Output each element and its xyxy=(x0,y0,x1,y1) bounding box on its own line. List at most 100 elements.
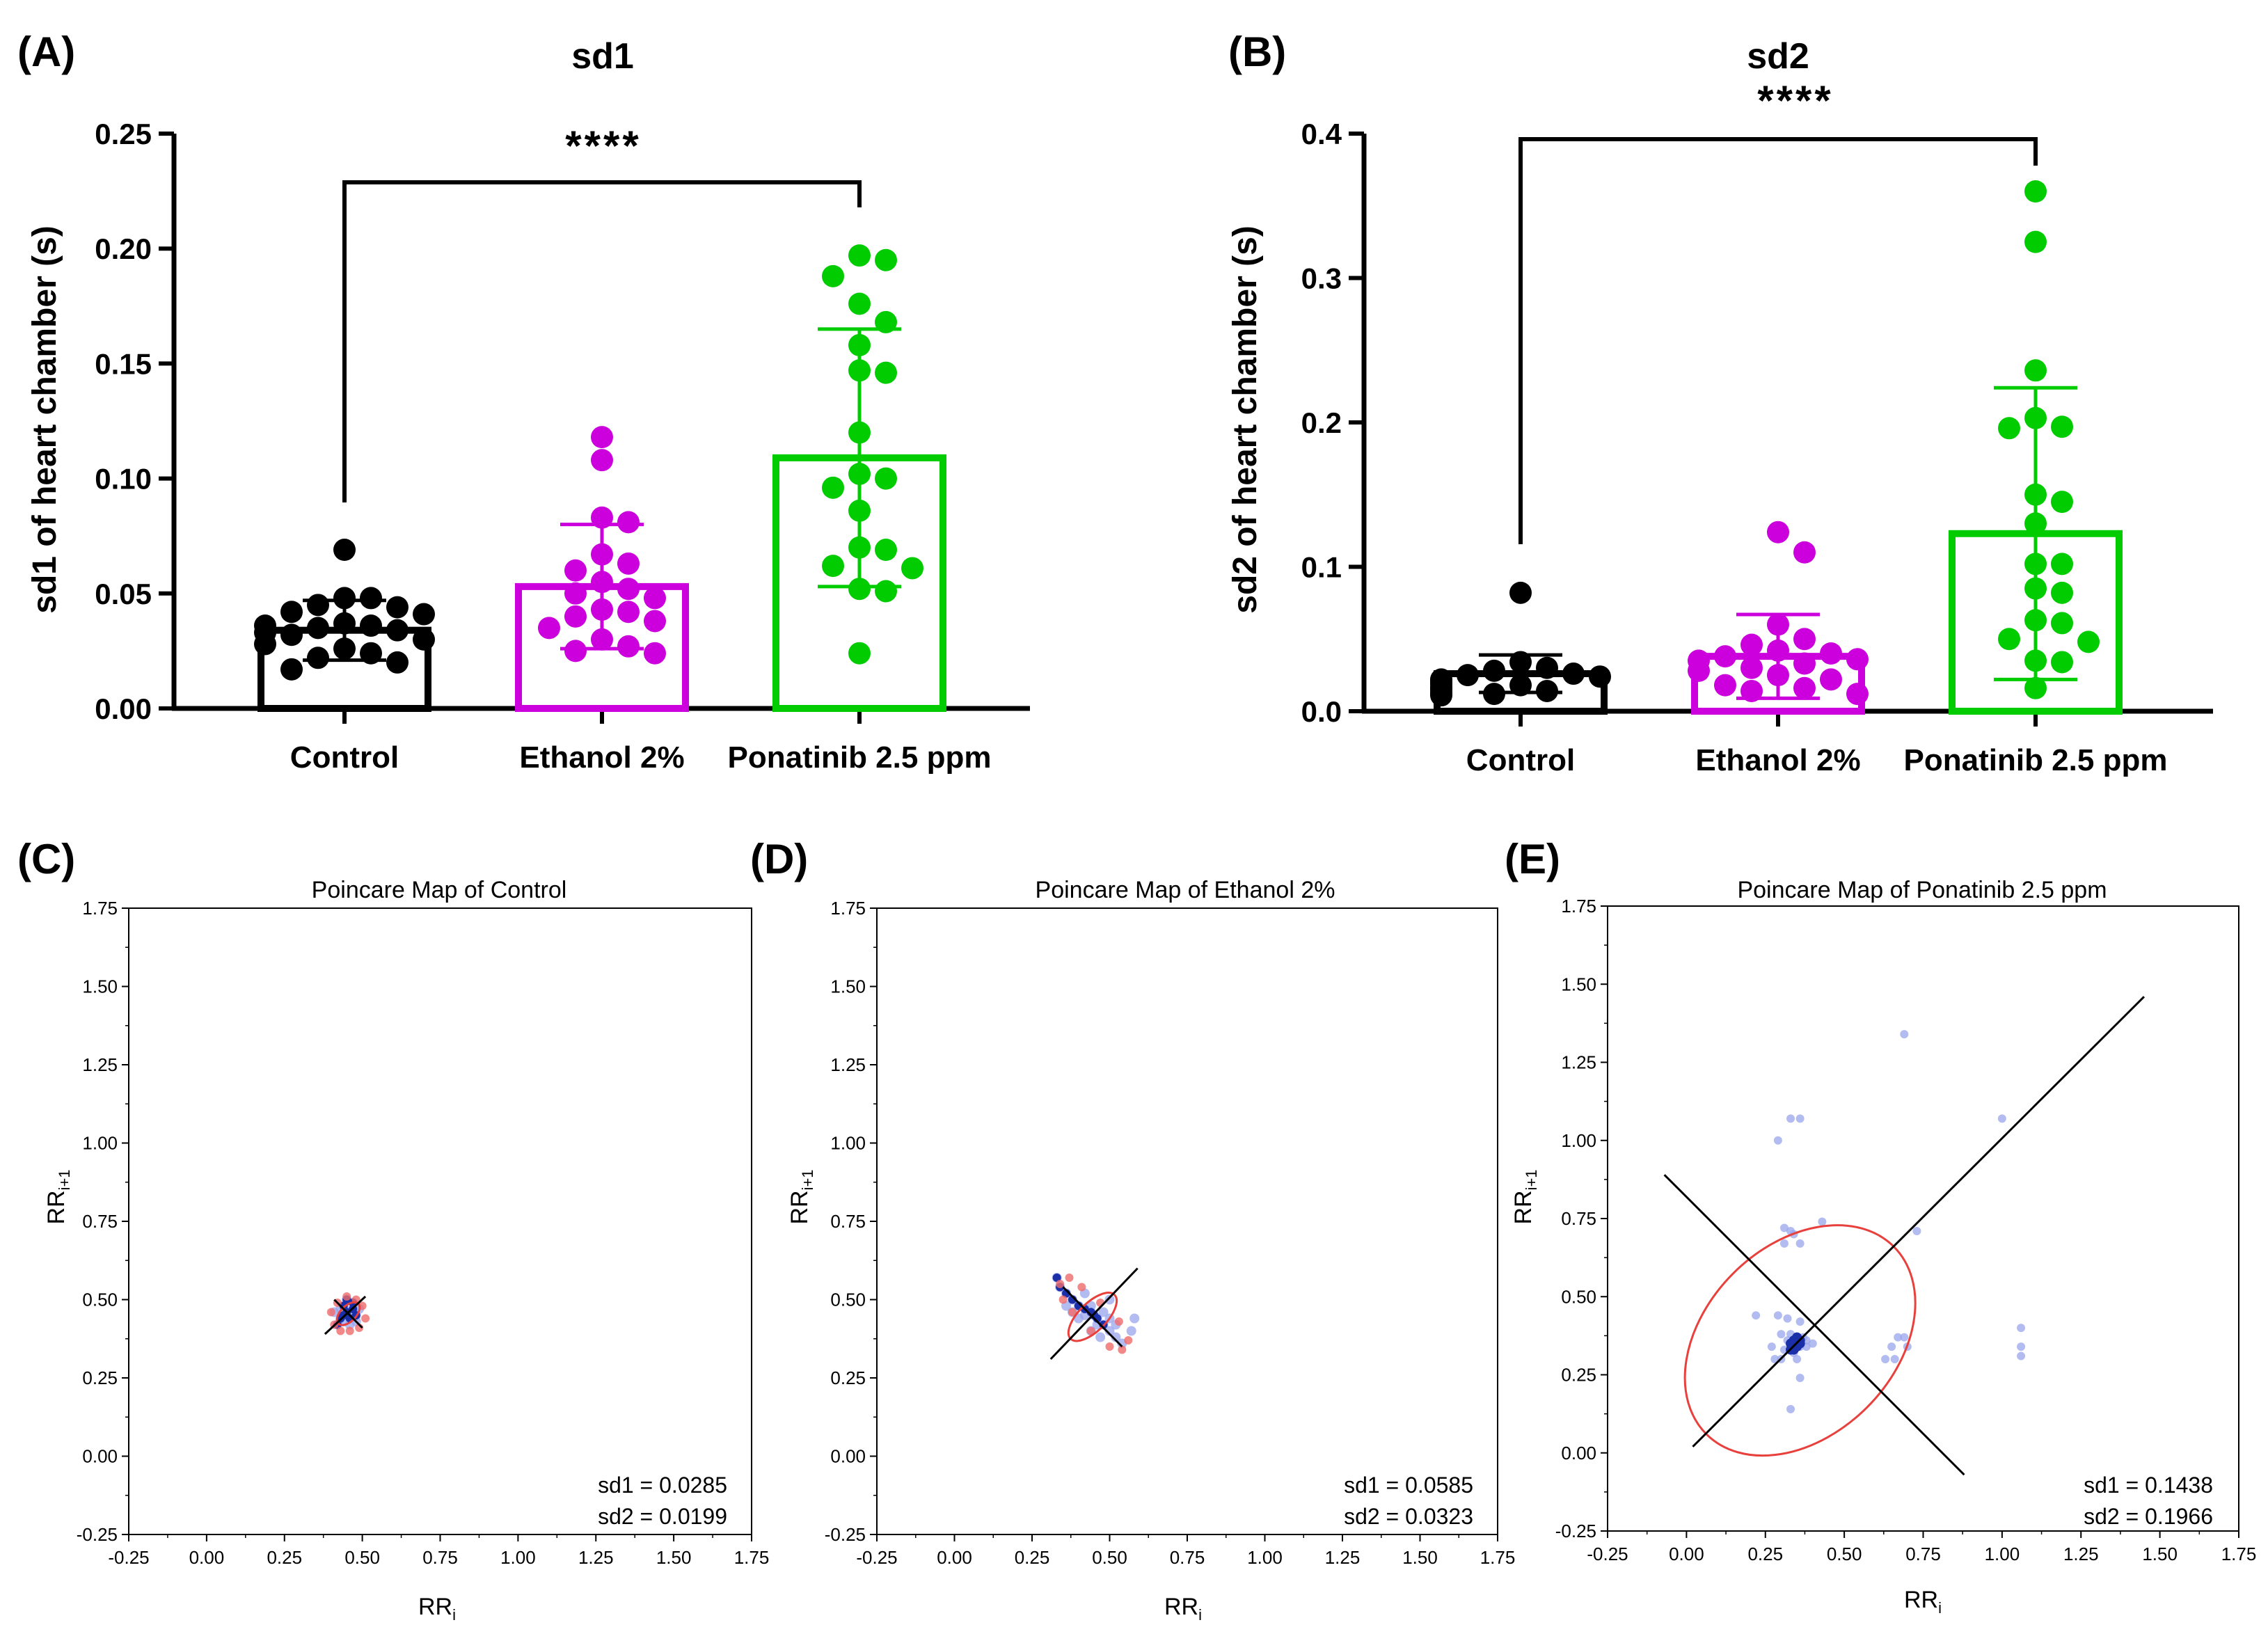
y-axis-label-d: RRi+1 xyxy=(786,1169,816,1224)
data-point-a xyxy=(617,601,640,624)
data-point-a xyxy=(644,642,666,665)
ellipse-point-c xyxy=(345,1326,354,1335)
x-tick-label-c: 1.25 xyxy=(578,1547,614,1568)
y-tick-label-b: 0.2 xyxy=(1301,406,1342,439)
ellipse-point-d xyxy=(1118,1345,1127,1354)
y-axis-label-main-d: RR xyxy=(786,1190,813,1224)
data-point-b xyxy=(1793,676,1816,699)
x-tick-label-e: 1.50 xyxy=(2142,1544,2178,1564)
scatter-point-e xyxy=(1773,1136,1782,1145)
panel-label-e: (E) xyxy=(1505,836,1560,882)
x-tick-label-d: 0.25 xyxy=(1015,1547,1050,1568)
data-point-a xyxy=(875,580,897,603)
x-tick-label-e: 1.75 xyxy=(2221,1544,2257,1564)
x-axis-label-d: RRi xyxy=(1164,1594,1202,1624)
scatter-point-e xyxy=(1770,1355,1779,1364)
y-tick-label-b: 0.4 xyxy=(1301,118,1342,150)
x-axis-label-sub-d: i xyxy=(1198,1606,1202,1624)
y-tick-label-e: 0.75 xyxy=(1561,1208,1596,1229)
x-axis-label-main-e: RR xyxy=(1904,1587,1938,1613)
x-axis-label-main-c: RR xyxy=(418,1594,452,1620)
data-point-a xyxy=(617,511,640,534)
scatter-point-d xyxy=(1098,1307,1109,1317)
data-point-b xyxy=(2024,230,2047,253)
data-point-b xyxy=(1536,656,1558,679)
data-point-a xyxy=(848,499,871,522)
data-point-a xyxy=(564,582,587,605)
data-point-a xyxy=(307,617,329,640)
data-point-b xyxy=(2051,612,2073,635)
y-tick-label-a: 0.00 xyxy=(95,692,152,725)
data-point-b xyxy=(1767,521,1789,544)
data-point-a xyxy=(564,640,587,663)
chart-title-a: sd1 xyxy=(571,36,634,77)
y-tick-label-a: 0.20 xyxy=(95,232,152,265)
y-tick-label-c: 1.50 xyxy=(82,976,118,997)
chart-title-c: Poincare Map of Control xyxy=(312,877,567,903)
data-point-b xyxy=(1820,668,1842,691)
data-point-a xyxy=(848,462,871,485)
y-tick-label-e: 1.00 xyxy=(1561,1130,1596,1151)
x-tick-label-d: 1.25 xyxy=(1325,1547,1361,1568)
ellipse-point-d xyxy=(1105,1342,1114,1351)
data-point-b xyxy=(2024,512,2047,535)
sd1-label-e: sd1 = 0.1438 xyxy=(2084,1473,2213,1498)
y-axis-label-e: RRi+1 xyxy=(1510,1169,1540,1224)
data-point-b xyxy=(1714,645,1736,668)
panel-d: (D) Poincare Map of Ethanol 2% sd1 = 0.0… xyxy=(750,836,1515,1624)
ellipse-point-d xyxy=(1124,1336,1133,1345)
data-point-b xyxy=(2051,415,2073,438)
y-tick-label-d: 0.00 xyxy=(830,1446,866,1467)
scatter-point-e xyxy=(1795,1373,1805,1382)
significance-label-b: **** xyxy=(1757,77,1833,124)
sd2-label-e: sd2 = 0.1966 xyxy=(2084,1504,2213,1529)
scatter-point-e xyxy=(1887,1342,1896,1351)
significance-bracket-b xyxy=(1518,137,2038,544)
y-tick-label-e: 0.50 xyxy=(1561,1286,1596,1307)
data-point-a xyxy=(280,658,303,681)
data-point-b xyxy=(1688,659,1710,682)
data-point-b xyxy=(1820,642,1842,665)
data-point-a xyxy=(644,587,666,610)
scatter-point-e xyxy=(2017,1351,2026,1361)
ellipse-point-d xyxy=(1065,1274,1074,1282)
data-point-a xyxy=(591,628,613,651)
data-point-b xyxy=(2051,553,2073,576)
data-point-a xyxy=(591,506,613,529)
data-point-a xyxy=(413,603,435,626)
scatter-point-e xyxy=(1779,1223,1789,1232)
data-point-a xyxy=(875,539,897,562)
data-point-a xyxy=(591,543,613,566)
sd2-label-d: sd2 = 0.0323 xyxy=(1344,1504,1473,1529)
x-tick-label-e: 0.25 xyxy=(1747,1544,1783,1564)
data-point-a xyxy=(875,248,897,271)
scatter-point-d xyxy=(1129,1313,1140,1324)
y-tick-label-c: 0.50 xyxy=(82,1290,118,1310)
x-axis-label-main-d: RR xyxy=(1164,1594,1198,1620)
scatter-point-d xyxy=(1104,1326,1115,1336)
perpendicular-line-e xyxy=(1663,1174,1965,1476)
data-point-a xyxy=(280,601,303,624)
data-point-a xyxy=(413,628,435,651)
y-tick-label-d: 1.50 xyxy=(830,976,866,997)
scatter-point-e xyxy=(1777,1330,1786,1339)
y-tick-label-e: 1.75 xyxy=(1561,896,1596,917)
scatter-point-d xyxy=(1092,1319,1102,1330)
scatter-point-e xyxy=(1752,1311,1761,1320)
y-tick-label-e: 1.50 xyxy=(1561,974,1596,994)
data-point-b xyxy=(2024,577,2047,600)
y-axis-label-main-e: RR xyxy=(1510,1190,1537,1224)
data-point-a xyxy=(875,467,897,490)
data-point-b xyxy=(1430,684,1452,707)
identity-line-c xyxy=(324,1295,367,1335)
y-tick-label-d: 0.25 xyxy=(830,1367,866,1388)
data-point-a xyxy=(617,635,640,658)
data-point-b xyxy=(2024,406,2047,429)
data-point-b xyxy=(1998,628,2020,651)
y-tick-label-d: 0.50 xyxy=(830,1290,866,1310)
y-tick-label-c: 0.75 xyxy=(82,1211,118,1232)
sd2-label-c: sd2 = 0.0199 xyxy=(598,1504,727,1529)
scatter-point-e xyxy=(1890,1355,1899,1364)
y-tick-label-c: -0.25 xyxy=(77,1524,118,1545)
